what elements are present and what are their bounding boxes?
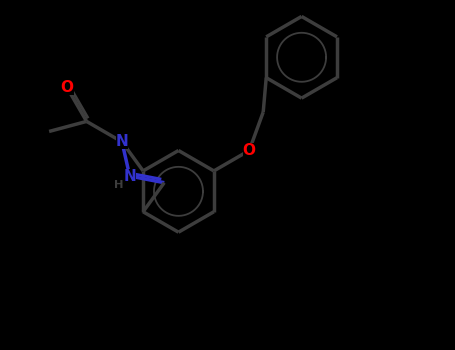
Text: O: O bbox=[243, 143, 256, 158]
Text: N: N bbox=[123, 169, 136, 183]
Text: H: H bbox=[114, 180, 123, 190]
Text: O: O bbox=[61, 80, 74, 95]
Text: N: N bbox=[116, 134, 128, 149]
